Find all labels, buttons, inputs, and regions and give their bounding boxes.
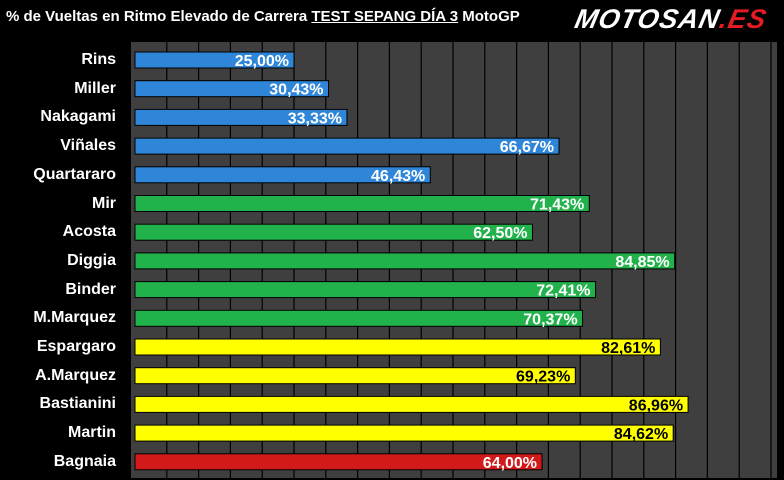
bar [134, 51, 295, 69]
category-label: Diggia [67, 251, 116, 269]
category-label: A.Marquez [35, 366, 116, 384]
category-label: Bagnaia [53, 452, 116, 470]
logo-tld: .ES [716, 4, 770, 34]
category-label: Viñales [60, 137, 116, 155]
bar [134, 453, 543, 471]
value-label: 86,96% [629, 397, 683, 414]
bar [134, 80, 330, 98]
logo-wordmark: MOTOSAN.ES [563, 4, 779, 34]
bar [134, 195, 590, 212]
bar [134, 281, 597, 299]
bar [134, 137, 560, 155]
value-label: 84,85% [615, 254, 669, 271]
value-label: 72,41% [536, 283, 590, 300]
value-label: 71,43% [530, 197, 584, 214]
bar [134, 166, 431, 184]
bar-chart: 25,00% 30,43% 33,33% 66,67% 46,43% 71,43%62,5… [134, 42, 772, 478]
title-suffix: MotoGP [458, 8, 520, 25]
bar [134, 338, 661, 356]
category-label: Mir [92, 194, 116, 212]
value-label: 84,62% [614, 426, 668, 443]
category-label: Binder [65, 280, 116, 298]
plot-area: 25,00% 30,43% 33,33% 66,67% 46,43% 71,43% 62,5… [131, 42, 777, 478]
bar [134, 424, 674, 442]
value-label: 62,50% [473, 225, 527, 242]
value-label: 33,33% [288, 110, 342, 127]
bar [134, 395, 689, 413]
bar [134, 367, 576, 385]
value-label: 82,61% [601, 340, 655, 357]
category-label: Acosta [62, 223, 116, 241]
category-label: Martin [68, 424, 116, 442]
title-prefix: % de Vueltas en Ritmo Elevado de Carrera [6, 8, 312, 25]
category-label: Nakagami [40, 108, 116, 126]
bar [134, 252, 676, 270]
value-label: 70,37% [523, 311, 577, 328]
category-label: Quartararo [33, 165, 116, 183]
chart-title: % de Vueltas en Ritmo Elevado de Carrera… [6, 8, 520, 34]
value-label: 64,00% [483, 455, 537, 472]
logo-main: MOTOSAN [572, 4, 724, 34]
category-label: M.Marquez [33, 309, 116, 327]
value-label: 66,67% [500, 139, 554, 156]
value-label: 46,43% [371, 168, 425, 185]
bar [134, 309, 584, 327]
bar [134, 223, 533, 241]
bar [134, 108, 348, 126]
category-label: Espargaro [36, 338, 116, 355]
value-label: 30,43% [269, 82, 323, 99]
value-label: 69,23% [516, 369, 570, 386]
title-highlight: TEST SEPANG DÍA 3 [311, 8, 459, 25]
category-label: Bastianini [39, 395, 116, 413]
motosan-logo: MOTOSAN.ES [566, 4, 776, 34]
category-label: Rins [81, 51, 116, 68]
value-label: 25,00% [235, 53, 289, 70]
category-label: Miller [74, 79, 116, 97]
